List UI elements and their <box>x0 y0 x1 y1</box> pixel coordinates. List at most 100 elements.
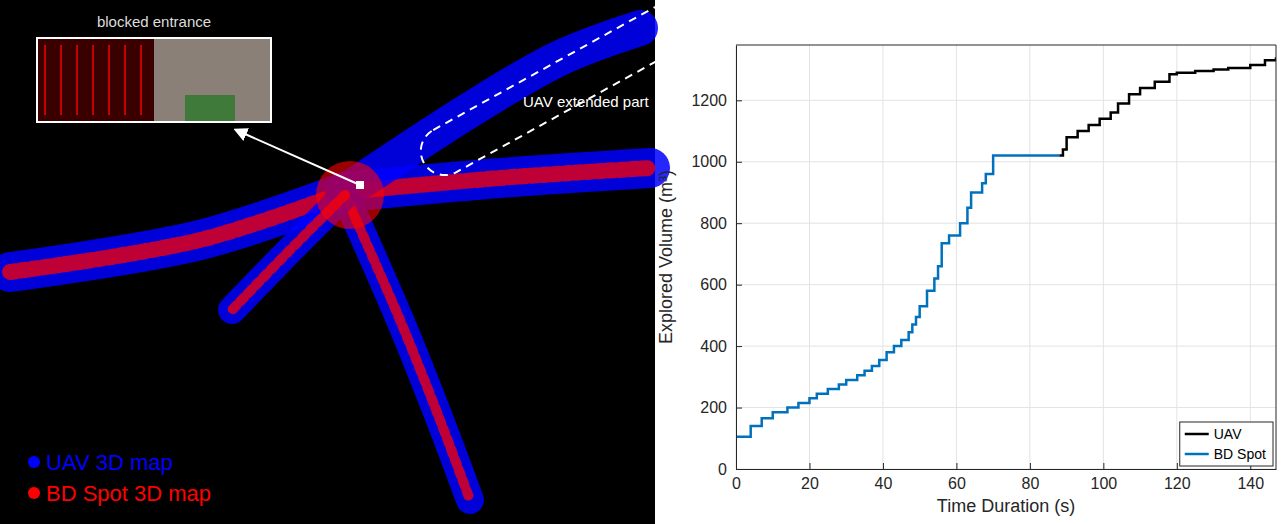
tick-mark <box>1103 463 1104 469</box>
axis-line <box>737 469 1277 470</box>
inset-lidar <box>38 39 154 121</box>
grid-line <box>736 284 1276 285</box>
junction-spot <box>316 161 384 229</box>
tunnels <box>10 28 650 500</box>
map-panel: UAV extended part blocked entrance UAV 3D … <box>0 0 698 524</box>
plot-area <box>736 57 1276 436</box>
tick-label: 400 <box>700 338 727 355</box>
grid-line <box>736 469 1276 470</box>
tick: 800 <box>700 215 742 232</box>
tick-mark <box>736 285 742 286</box>
inset-lidar-line <box>44 45 46 115</box>
legend-item: UAV <box>1185 426 1242 442</box>
tick-mark <box>956 463 957 469</box>
legend-label: UAV 3D map <box>46 450 173 475</box>
axis-line <box>736 46 737 470</box>
line <box>736 156 1059 437</box>
grid-line <box>1029 45 1030 469</box>
arrow <box>236 130 360 185</box>
tick: 600 <box>700 276 742 293</box>
x-axis: 0 20 40 60 80 100 120 140 <box>732 463 1276 492</box>
legend-label: UAV <box>1214 426 1242 442</box>
inset-lidar-line <box>108 45 110 115</box>
tunnel-spot <box>345 195 470 500</box>
grid-line <box>736 346 1276 347</box>
tick-label: 40 <box>875 475 893 492</box>
axis-title: Time Duration (s) <box>937 496 1075 516</box>
y-axis: 0 200 400 600 800 1000 1200 <box>691 46 742 478</box>
chart: 0 20 40 60 80 100 120 140 0 200 400 600 800 1000 1200 T… <box>656 45 1277 516</box>
grid-line <box>736 45 737 469</box>
annotation: blocked entrance <box>97 13 211 30</box>
uav-extended-outline <box>412 0 698 184</box>
legend-swatch <box>1185 453 1209 456</box>
tick-mark <box>736 346 742 347</box>
legend-item: BD Spot <box>1185 446 1266 462</box>
axis-title: Explored Volume (m³) <box>656 170 676 344</box>
inset-lidar-line <box>92 45 94 115</box>
tick-mark <box>736 100 742 101</box>
grid-line <box>736 100 1276 101</box>
grid-line <box>882 45 883 469</box>
legend-swatch <box>1185 433 1209 436</box>
tick-label: 0 <box>732 475 741 492</box>
inset-lidar-line <box>76 45 78 115</box>
tick-mark <box>809 463 810 469</box>
tick: 60 <box>948 463 966 492</box>
tunnel-uav <box>345 28 640 192</box>
inset-frame <box>37 38 271 122</box>
tick-label: 1200 <box>691 92 727 109</box>
grid-line <box>1250 45 1251 469</box>
tick-mark <box>736 408 742 409</box>
grid-line <box>1176 45 1177 469</box>
tick-label: 80 <box>1021 475 1039 492</box>
tick: 140 <box>1237 463 1264 492</box>
tick-mark <box>883 463 884 469</box>
grid-line <box>736 161 1276 162</box>
tick-mark <box>736 162 742 163</box>
tick-mark <box>736 223 742 224</box>
legend-swatch <box>28 487 40 499</box>
tick: 1000 <box>691 153 742 170</box>
inset-lidar-line <box>124 45 126 115</box>
inset-photo <box>154 39 270 121</box>
tick-label: 60 <box>948 475 966 492</box>
tick: 20 <box>801 463 819 492</box>
inset-photo-floor <box>185 95 235 121</box>
tick-mark <box>1177 463 1178 469</box>
grid <box>736 45 1276 469</box>
entrance-marker <box>356 181 364 189</box>
grid-line <box>736 223 1276 224</box>
tick-label: 200 <box>700 399 727 416</box>
tick-label: 100 <box>1090 475 1117 492</box>
tick-label: 140 <box>1237 475 1264 492</box>
tick: 100 <box>1090 463 1117 492</box>
tick-label: 800 <box>700 215 727 232</box>
tick-label: 20 <box>801 475 819 492</box>
line <box>1059 57 1276 155</box>
tick: 80 <box>1021 463 1039 492</box>
tick-label: 0 <box>718 461 727 478</box>
inset-lidar-line <box>60 45 62 115</box>
annotation: UAV extended part <box>523 93 649 110</box>
tick-mark <box>1030 463 1031 469</box>
tick: 0 <box>718 461 742 478</box>
legend-label: BD Spot 3D map <box>46 481 211 506</box>
tick: 1200 <box>691 92 742 109</box>
tick: 200 <box>700 399 742 416</box>
tick: 40 <box>875 463 893 492</box>
grid-line <box>809 45 810 469</box>
legend-box <box>1180 422 1273 466</box>
frame <box>736 45 1276 469</box>
tick: 120 <box>1164 463 1191 492</box>
tick-label: 1000 <box>691 153 727 170</box>
grid-line <box>736 407 1276 408</box>
legend-swatch <box>28 456 40 468</box>
legend-label: BD Spot <box>1214 446 1266 462</box>
grid-line <box>1103 45 1104 469</box>
legend: UAV BD Spot <box>1180 422 1273 466</box>
tunnel-uav <box>345 195 470 500</box>
map-background <box>0 0 655 524</box>
tick: 400 <box>700 338 742 355</box>
inset-lidar-line <box>140 45 142 115</box>
